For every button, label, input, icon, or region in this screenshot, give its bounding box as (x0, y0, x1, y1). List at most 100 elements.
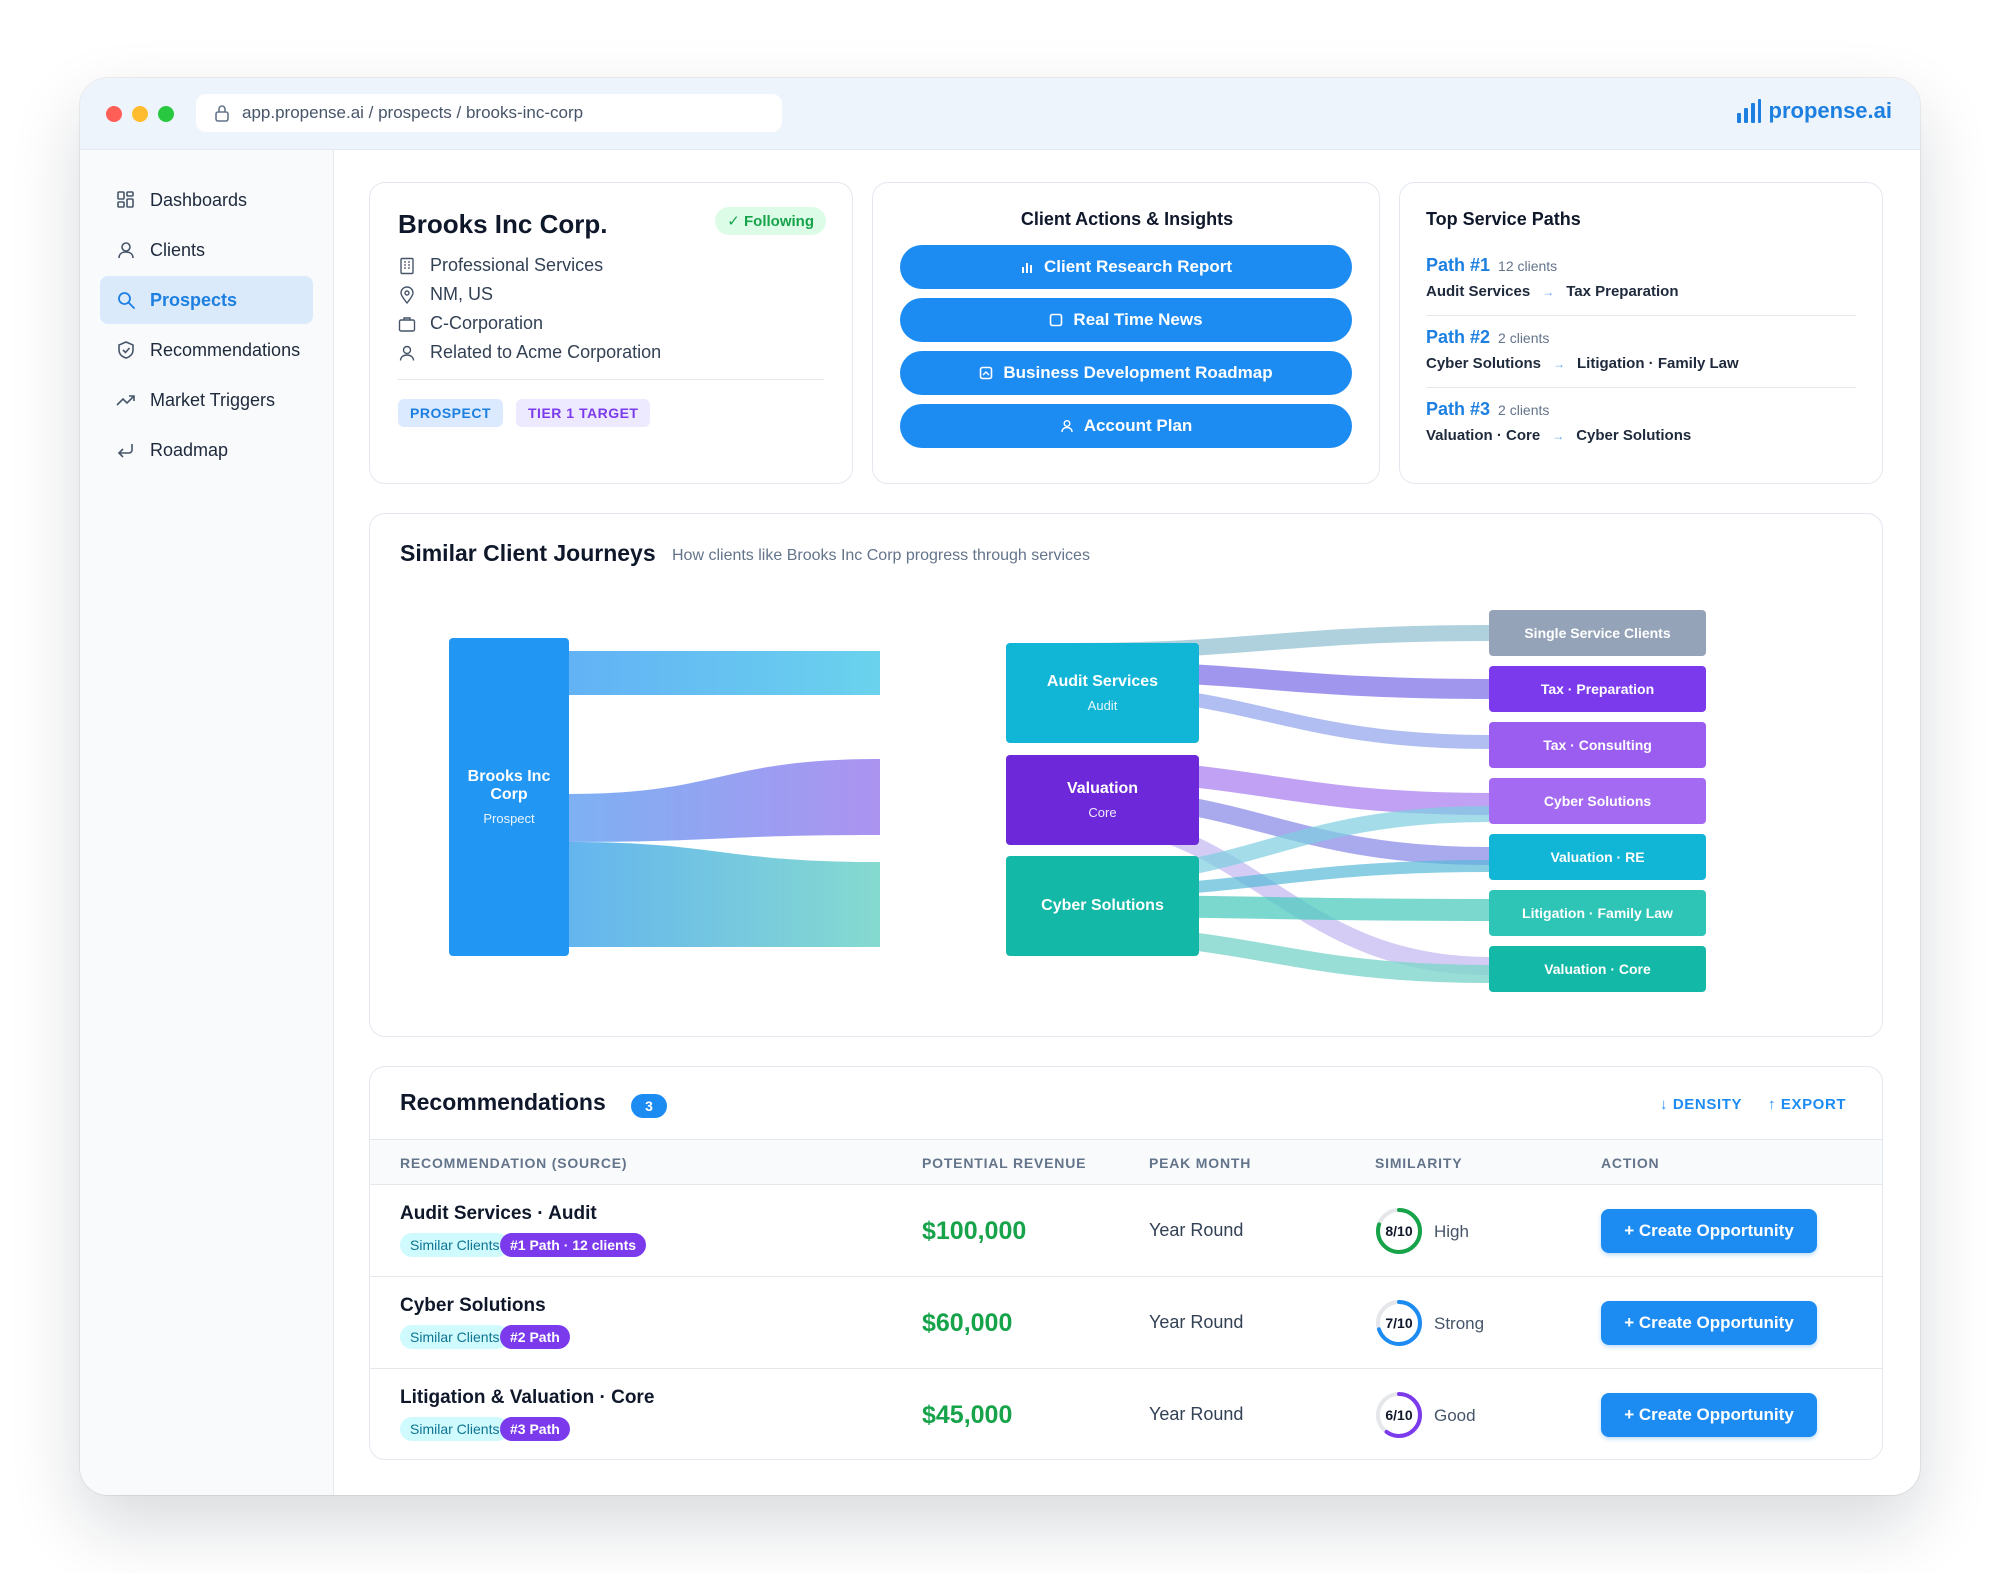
recommendation-name: Litigation & Valuation · Core (400, 1387, 655, 1408)
map-pin-icon (400, 285, 414, 304)
building-icon (400, 257, 414, 274)
recommendation-name: Cyber Solutions (400, 1295, 546, 1316)
sidebar-item-label: Roadmap (150, 439, 229, 460)
path-2-title[interactable]: Path #2 2 clients (1426, 327, 1549, 348)
sidebar-item-label: Market Triggers (150, 389, 276, 410)
button-label: Real Time News (1073, 310, 1203, 329)
real-time-news-button[interactable]: Real Time News (900, 298, 1352, 342)
node-subtitle: Core (1088, 805, 1117, 820)
path-label: Path #3 (1426, 399, 1491, 419)
following-badge[interactable]: ✓ Following (715, 207, 826, 235)
similarity-level: Strong (1434, 1314, 1485, 1333)
column-header-revenue[interactable]: POTENTIAL REVENUE (922, 1155, 1087, 1171)
address-bar[interactable]: app.propense.ai / prospects / brooks-inc… (196, 94, 782, 132)
peak-month: Year Round (1149, 1404, 1244, 1424)
create-opportunity-button[interactable]: + Create Opportunity (1601, 1393, 1817, 1437)
table-row: Audit Services · Audit Similar Clients #… (370, 1185, 1882, 1277)
path-pill: #1 Path · 12 clients (500, 1233, 647, 1257)
node-title: Cyber Solutions (1041, 897, 1164, 914)
node-subtitle: Prospect (483, 811, 535, 826)
button-label: Account Plan (1083, 416, 1193, 435)
sankey-node-audit[interactable]: Audit Services Audit (1006, 643, 1199, 743)
sankey-target-valuation-re[interactable]: Valuation · RE (1489, 834, 1706, 880)
path-3-title[interactable]: Path #3 2 clients (1426, 399, 1549, 420)
create-opportunity-button[interactable]: + Create Opportunity (1601, 1209, 1817, 1253)
sidebar-item-roadmap[interactable]: Roadmap (100, 426, 313, 474)
node-title: Litigation · Family Law (1522, 905, 1673, 921)
top-service-paths-card: Top Service Paths Path #1 12 clients Audi… (1399, 182, 1883, 484)
path-1-title[interactable]: Path #1 12 clients (1426, 255, 1557, 276)
similar-client-journeys-card: Similar Client Journeys How clients like… (369, 513, 1883, 1037)
sankey-target-tax-consulting[interactable]: Tax · Consulting (1489, 722, 1706, 768)
sankey-target-single-service[interactable]: Single Service Clients (1489, 610, 1706, 656)
column-header-similarity[interactable]: SIMILARITY (1375, 1155, 1463, 1171)
node-subtitle: Audit (1087, 698, 1118, 713)
similarity-score-ring: 7/10 (1374, 1298, 1424, 1348)
sidebar: Dashboards Clients Prospects Recommendat… (80, 150, 334, 1495)
close-window-button[interactable] (106, 106, 122, 122)
sidebar-item-label: Clients (150, 239, 206, 260)
account-plan-button[interactable]: Account Plan (900, 404, 1352, 448)
sankey-node-source[interactable]: Brooks Inc Corp Prospect (449, 638, 569, 956)
sidebar-item-prospects[interactable]: Prospects (100, 276, 313, 324)
actions-title: Client Actions & Insights (1020, 209, 1234, 229)
sidebar-item-market-triggers[interactable]: Market Triggers (100, 376, 313, 424)
arrow-right-icon: → (1553, 356, 1566, 371)
column-header-action: ACTION (1601, 1155, 1660, 1171)
user-icon (1060, 420, 1073, 433)
path-to: Litigation · Family Law (1577, 355, 1739, 372)
lock-icon (215, 105, 229, 122)
path-to: Cyber Solutions (1576, 427, 1692, 444)
sankey-target-tax-preparation[interactable]: Tax · Preparation (1489, 666, 1706, 712)
path-2-flow: Cyber Solutions → Litigation · Family Law (1426, 355, 1739, 372)
sankey-node-cyber[interactable]: Cyber Solutions (1006, 856, 1199, 956)
maximize-window-button[interactable] (158, 106, 174, 122)
path-label: Path #2 (1426, 327, 1491, 347)
url-text: app.propense.ai / prospects / brooks-inc… (242, 103, 584, 122)
client-name: Brooks Inc Corp. (398, 209, 608, 239)
journeys-subtitle: How clients like Brooks Inc Corp progres… (672, 547, 1090, 564)
column-header-recommendation[interactable]: RECOMMENDATION (SOURCE) (400, 1155, 628, 1171)
tier-tag: TIER 1 TARGET (516, 399, 651, 427)
sidebar-item-dashboards[interactable]: Dashboards (100, 176, 313, 224)
similarity-level: High (1434, 1222, 1469, 1241)
sankey-node-valuation[interactable]: Valuation Core (1006, 755, 1199, 845)
relation-row: Related to Acme Corporation (398, 342, 661, 363)
potential-revenue: $60,000 (922, 1309, 1013, 1337)
shield-check-icon (118, 341, 134, 359)
node-title: Audit Services (1046, 673, 1159, 690)
sidebar-item-recommendations[interactable]: Recommendations (100, 326, 313, 374)
sankey-target-cyber-solutions[interactable]: Cyber Solutions (1489, 778, 1706, 824)
path-from: Valuation · Core (1426, 427, 1541, 444)
bar-chart-icon (1022, 263, 1032, 273)
recommendation-name: Audit Services · Audit (400, 1203, 597, 1224)
brand-logo[interactable]: propense.ai (1735, 98, 1892, 124)
similarity-score: 8/10 (1385, 1223, 1413, 1239)
source-pill: Similar Clients (400, 1417, 510, 1441)
client-profile-card: Brooks Inc Corp. ✓ Following Professiona… (369, 182, 853, 484)
similarity-score-ring: 6/10 (1374, 1390, 1424, 1440)
column-header-peak-month[interactable]: PEAK MONTH (1149, 1155, 1252, 1171)
sankey-target-valuation-core[interactable]: Valuation · Core (1489, 946, 1706, 992)
client-research-report-button[interactable]: Client Research Report (900, 245, 1352, 289)
link-brooks-cyber (569, 842, 880, 947)
button-label: Business Development Roadmap (1003, 363, 1273, 382)
peak-month: Year Round (1149, 1220, 1244, 1240)
journeys-title: Similar Client Journeys (400, 540, 656, 566)
minimize-window-button[interactable] (132, 106, 148, 122)
source-pill: Similar Clients (400, 1325, 510, 1349)
sidebar-item-clients[interactable]: Clients (100, 226, 313, 274)
sankey-target-litigation-family-law[interactable]: Litigation · Family Law (1489, 890, 1706, 936)
export-button[interactable]: ↑ EXPORT (1768, 1096, 1847, 1113)
table-header: RECOMMENDATION (SOURCE) POTENTIAL REVENU… (370, 1139, 1882, 1185)
path-count: 2 clients (1498, 330, 1550, 346)
similarity-score-ring: 8/10 (1374, 1206, 1424, 1256)
node-title: Brooks Inc Corp (467, 768, 551, 803)
business-development-roadmap-button[interactable]: Business Development Roadmap (900, 351, 1352, 395)
path-3-flow: Valuation · Core → Cyber Solutions (1426, 427, 1691, 444)
sidebar-item-label: Recommendations (150, 339, 301, 360)
profile-divider (398, 379, 824, 380)
create-opportunity-button[interactable]: + Create Opportunity (1601, 1301, 1817, 1345)
node-title: Tax · Consulting (1543, 737, 1652, 753)
density-button[interactable]: ↓ DENSITY (1660, 1096, 1743, 1113)
